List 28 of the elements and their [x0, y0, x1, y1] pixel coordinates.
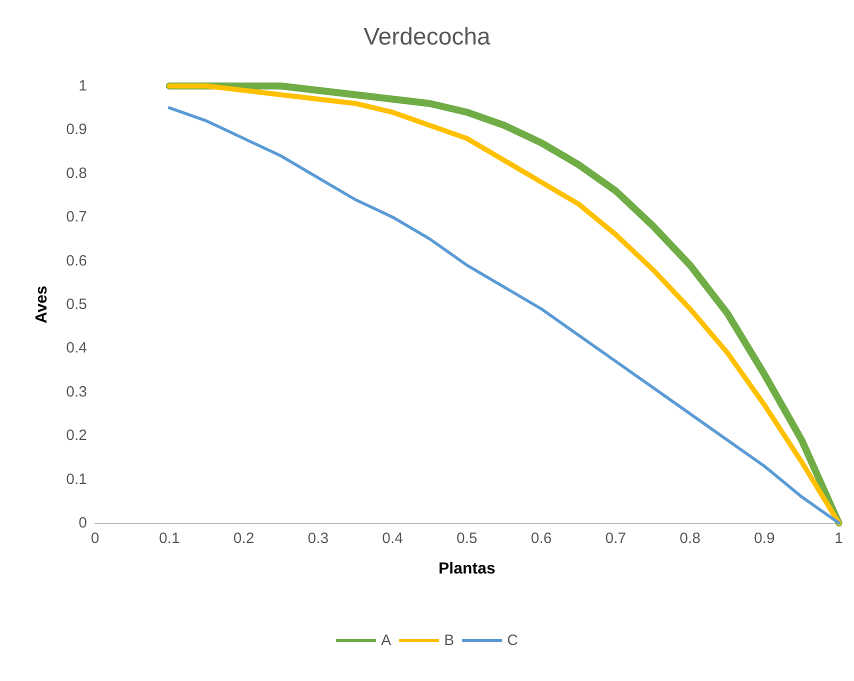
y-axis-title: Aves [34, 286, 50, 324]
y-tick-label: 0.6 [66, 252, 87, 270]
y-tick-label: 0.5 [66, 296, 87, 313]
y-tick-label: 1 [78, 78, 87, 94]
x-tick-label: 0.2 [233, 530, 254, 547]
y-tick-label: 0.2 [66, 427, 87, 444]
x-tick-label: 0.4 [382, 530, 403, 547]
legend-label: B [444, 632, 454, 649]
y-tick-label: 0 [78, 514, 87, 532]
x-tick-label: 0.3 [308, 530, 329, 547]
y-tick-label: 0.9 [66, 121, 87, 138]
x-tick-label: 0.6 [530, 530, 552, 547]
x-tick-label: 1 [834, 530, 843, 547]
x-axis-title: Plantas [438, 560, 496, 578]
x-tick-label: 0.7 [605, 530, 626, 547]
x-tick-label: 0.8 [680, 530, 700, 547]
y-tick-label: 0.7 [66, 208, 87, 226]
legend-label: C [507, 632, 518, 649]
y-tick-label: 0.3 [66, 383, 87, 400]
legend-label: A [381, 632, 392, 649]
x-tick-label: 0.9 [754, 530, 775, 547]
y-tick-label: 0.8 [66, 164, 87, 182]
y-tick-label: 0.4 [66, 340, 87, 357]
y-tick-label: 0.1 [66, 470, 87, 488]
x-tick-label: 0.1 [158, 530, 180, 547]
chart-title: Verdecocha [364, 24, 492, 50]
x-tick-label: 0.5 [456, 530, 478, 547]
x-tick-label: 0 [90, 530, 100, 547]
